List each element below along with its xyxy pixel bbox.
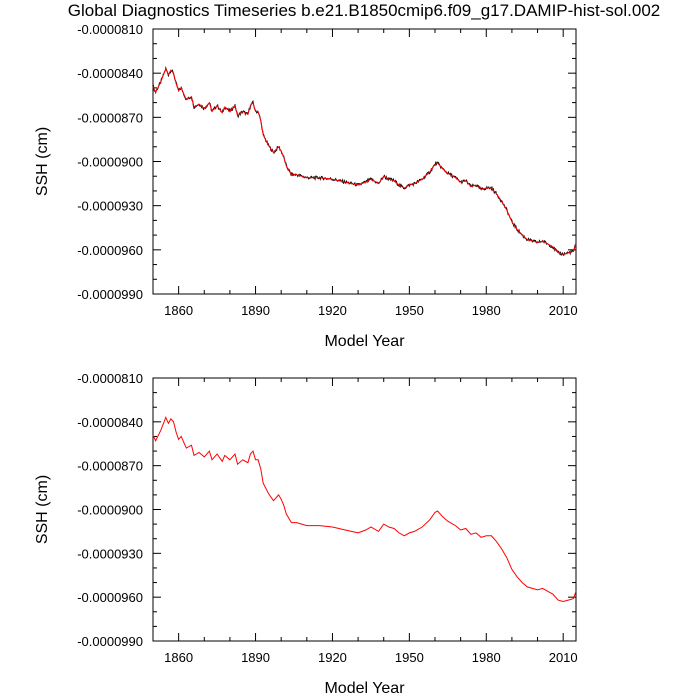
x-tick-label: 1980 <box>472 650 501 665</box>
x-tick-label: 2010 <box>549 303 578 318</box>
x-tick-label: 1950 <box>395 650 424 665</box>
x-tick-label: 1860 <box>164 303 193 318</box>
y-tick-label: -0.0000960 <box>77 243 143 258</box>
figure-title: Global Diagnostics Timeseries b.e21.B185… <box>68 1 660 20</box>
y-tick-label: -0.0000900 <box>77 503 143 518</box>
y-tick-label: -0.0000960 <box>77 590 143 605</box>
x-tick-label: 1950 <box>395 303 424 318</box>
y-tick-label: -0.0000810 <box>77 22 143 37</box>
y-tick-label: -0.0000870 <box>77 459 143 474</box>
series-line-annual <box>152 67 577 255</box>
plot-frame <box>152 377 577 642</box>
x-tick-label: 1980 <box>472 303 501 318</box>
y-tick-label: -0.0000900 <box>77 155 143 170</box>
plot-frame <box>152 28 577 295</box>
series-line-monthly <box>152 65 577 257</box>
y-tick-label: -0.0000930 <box>77 546 143 561</box>
x-tick-label: 1920 <box>318 650 347 665</box>
x-tick-label: 1920 <box>318 303 347 318</box>
x-tick-label: 1890 <box>241 650 270 665</box>
x-tick-label: 1860 <box>164 650 193 665</box>
x-axis-label: Model Year <box>324 680 405 697</box>
x-tick-label: 2010 <box>549 650 578 665</box>
y-tick-label: -0.0000990 <box>77 634 143 649</box>
y-tick-label: -0.0000810 <box>77 371 143 386</box>
panel-bottom: 1860 1890 1920 1950 1980 2010 -0.0000810 -0.000… <box>34 371 578 697</box>
series-line-annual <box>152 416 577 603</box>
x-tick-label: 1890 <box>241 303 270 318</box>
y-tick-label: -0.0000870 <box>77 110 143 125</box>
x-axis-label: Model Year <box>324 333 405 350</box>
y-tick-label: -0.0000840 <box>77 415 143 430</box>
y-tick-label: -0.0000990 <box>77 287 143 302</box>
panel-top: 1860 1890 1920 1950 1980 2010 -0.0000810 -0.000… <box>34 22 578 350</box>
y-tick-label: -0.0000930 <box>77 199 143 214</box>
y-axis-label: SSH (cm) <box>34 127 51 196</box>
y-axis-label: SSH (cm) <box>34 475 51 544</box>
y-tick-label: -0.0000840 <box>77 66 143 81</box>
